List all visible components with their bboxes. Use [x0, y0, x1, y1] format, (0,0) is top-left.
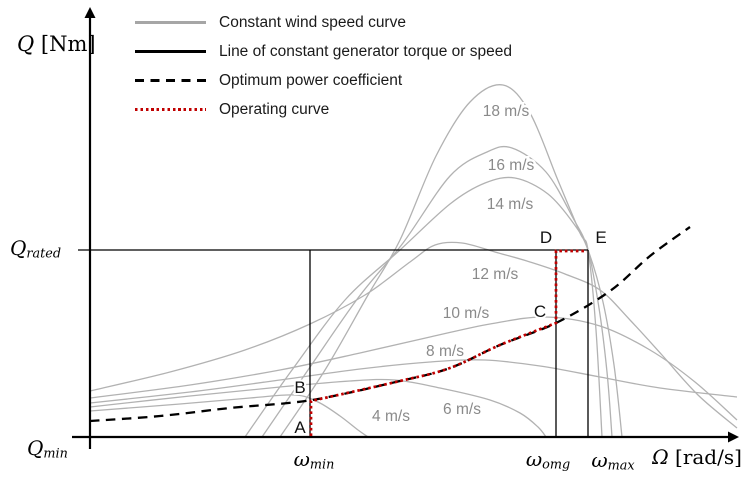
- y-axis-title: Q [Nm]: [17, 32, 96, 56]
- x-axis-title: Ω [rad/s]: [652, 445, 742, 469]
- legend-label: Constant wind speed curve: [219, 13, 406, 31]
- wind-speed-label-10ms: 10 m/s: [443, 305, 490, 322]
- wind-curve-16ms: [261, 145, 613, 438]
- gray-line-swatch: [135, 13, 206, 32]
- wind-curve-4ms: [89, 394, 369, 438]
- wind-speed-label-12ms: 12 m/s: [472, 266, 519, 283]
- operating-point-label-D: D: [540, 228, 552, 247]
- legend-item-constant-torque: Line of constant generator torque or spe…: [135, 42, 512, 61]
- wind-curve-14ms: [244, 176, 623, 438]
- y-axis-arrow: [84, 7, 96, 18]
- wind-curve-12ms: [89, 241, 738, 429]
- legend-label: Line of constant generator torque or spe…: [219, 42, 512, 60]
- operating-point-label-B: B: [294, 378, 305, 397]
- x-axis-arrow: [728, 431, 739, 443]
- legend-label: Optimum power coefficient: [219, 71, 403, 89]
- operating-point-label-A: A: [294, 418, 306, 437]
- wind-curve-10ms: [89, 316, 738, 421]
- operating-point-label-E: E: [595, 228, 606, 247]
- wind-speed-label-8ms: 8 m/s: [426, 343, 464, 360]
- x-tick-omega-max: ωmax: [591, 448, 635, 474]
- legend-item-operating-curve: Operating curve: [135, 100, 512, 119]
- legend-item-wind-speed: Constant wind speed curve: [135, 13, 512, 32]
- wind-curve-18ms: [279, 84, 603, 438]
- wind-speed-label-18ms: 18 m/s: [483, 103, 530, 120]
- x-tick-omega-omg: ωomg: [525, 447, 571, 473]
- operating-curve: [309, 249, 587, 436]
- wind-speed-label-4ms: 4 m/s: [372, 408, 410, 425]
- wind-speed-label-16ms: 16 m/s: [488, 157, 535, 174]
- x-tick-omega-min: ωmin: [293, 447, 335, 473]
- legend: Constant wind speed curve Line of consta…: [135, 13, 512, 129]
- operating-point-label-C: C: [534, 302, 546, 321]
- y-tick-q-min: Qmin: [27, 436, 68, 462]
- black-line-swatch: [135, 42, 206, 61]
- wind-speed-label-6ms: 6 m/s: [443, 401, 481, 418]
- red-dotted-swatch: [135, 100, 206, 119]
- wind-speed-label-14ms: 14 m/s: [487, 196, 534, 213]
- dashed-line-swatch: [135, 71, 206, 90]
- y-tick-q-rated: Qrated: [10, 236, 62, 262]
- legend-item-optimum-cp: Optimum power coefficient: [135, 71, 512, 90]
- legend-label: Operating curve: [219, 100, 330, 118]
- wind-curve-8ms: [89, 359, 738, 404]
